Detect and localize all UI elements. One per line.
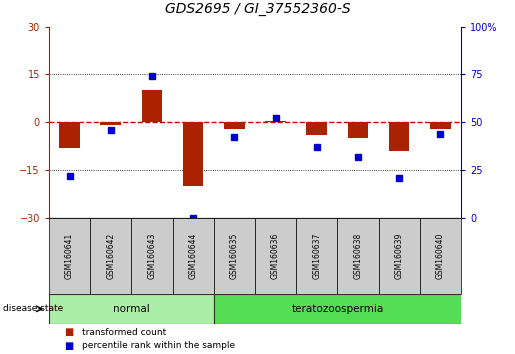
Text: GSM160644: GSM160644 [188, 233, 198, 279]
Text: ■: ■ [64, 327, 74, 337]
Bar [49, 294, 214, 324]
Text: GSM160642: GSM160642 [106, 233, 115, 279]
Bar [214, 218, 255, 294]
Bar [379, 218, 420, 294]
Bar [224, 122, 245, 129]
Bar [420, 218, 461, 294]
Bar [430, 122, 451, 129]
Bar [337, 218, 379, 294]
Text: GSM160640: GSM160640 [436, 233, 445, 279]
Bar [306, 122, 327, 135]
Bar [173, 218, 214, 294]
Text: GDS2695 / GI_37552360-S: GDS2695 / GI_37552360-S [165, 2, 350, 16]
Bar [131, 218, 173, 294]
Bar [100, 122, 121, 125]
Bar [183, 122, 203, 186]
Text: GSM160639: GSM160639 [394, 233, 404, 279]
Text: transformed count: transformed count [82, 328, 167, 337]
Text: GSM160635: GSM160635 [230, 233, 239, 279]
Bar [265, 120, 286, 122]
Text: disease state: disease state [3, 304, 63, 313]
Bar [296, 218, 337, 294]
Text: teratozoospermia: teratozoospermia [291, 304, 384, 314]
Bar [59, 122, 80, 148]
Bar [255, 218, 296, 294]
Bar [389, 122, 409, 151]
Text: GSM160638: GSM160638 [353, 233, 363, 279]
Bar [214, 294, 461, 324]
Bar [142, 90, 162, 122]
Text: GSM160636: GSM160636 [271, 233, 280, 279]
Bar [90, 218, 131, 294]
Bar [348, 122, 368, 138]
Text: GSM160637: GSM160637 [312, 233, 321, 279]
Text: percentile rank within the sample: percentile rank within the sample [82, 341, 235, 350]
Bar [49, 218, 90, 294]
Text: GSM160643: GSM160643 [147, 233, 157, 279]
Text: GSM160641: GSM160641 [65, 233, 74, 279]
Text: normal: normal [113, 304, 150, 314]
Text: ■: ■ [64, 341, 74, 350]
